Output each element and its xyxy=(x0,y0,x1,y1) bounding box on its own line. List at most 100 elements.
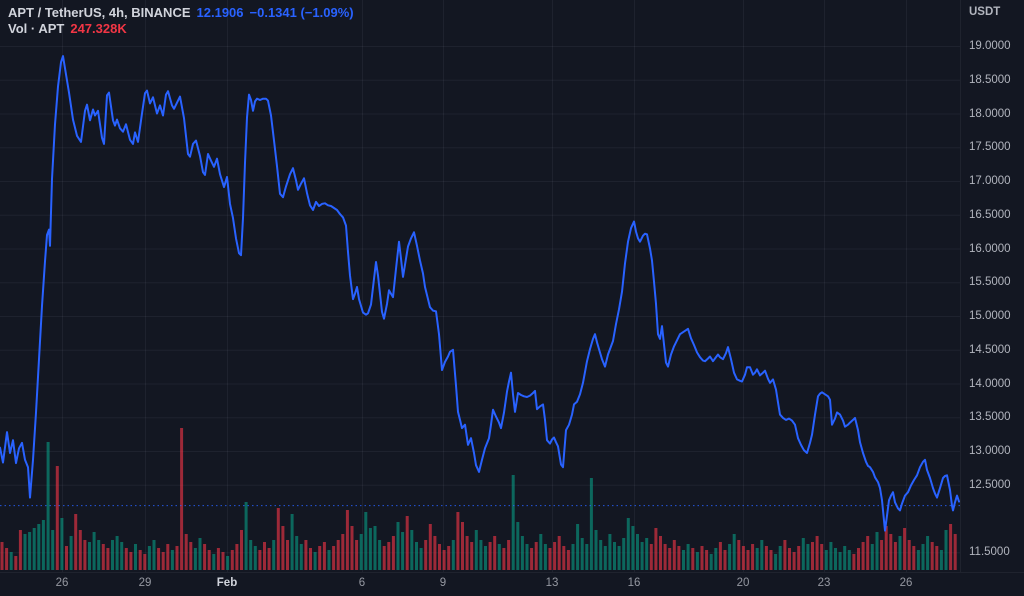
volume-bar xyxy=(576,524,580,570)
volume-bar xyxy=(212,554,216,570)
price-tick-label: 14.0000 xyxy=(969,377,1011,390)
volume-bar xyxy=(755,548,759,570)
volume-bar xyxy=(884,526,888,570)
volume-bar xyxy=(391,536,395,570)
volume-bar xyxy=(875,532,879,570)
price-tick-label: 17.0000 xyxy=(969,175,1011,187)
volume-bar xyxy=(345,510,349,570)
volume-bar xyxy=(60,518,64,570)
last-price-value: 12.1906 xyxy=(196,5,244,20)
volume-bar xyxy=(378,540,382,570)
volume-bar xyxy=(322,542,326,570)
volume-bar xyxy=(741,546,745,570)
volume-bar xyxy=(714,548,718,570)
volume-bar xyxy=(930,542,934,570)
volume-bar xyxy=(626,518,630,570)
volume-bar xyxy=(341,534,345,570)
price-tick-label: 13.0000 xyxy=(969,445,1011,457)
volume-bar xyxy=(636,534,639,570)
volume-bar xyxy=(672,540,676,570)
price-axis[interactable]: USDT 19.0000 18.5000 18.0000 17.5000 17.0000… xyxy=(960,0,1024,572)
volume-bar xyxy=(152,540,156,570)
volume-bar xyxy=(470,542,474,570)
volume-bar xyxy=(55,466,59,570)
volume-bar xyxy=(442,550,446,570)
volume-bar xyxy=(857,548,860,570)
volume-bar xyxy=(78,530,82,570)
volume-bar xyxy=(548,548,552,570)
volume-bar xyxy=(9,552,13,570)
volume-bar xyxy=(562,546,566,570)
time-tick-label: 13 xyxy=(545,577,559,589)
volume-bar xyxy=(769,550,773,570)
volume-bar xyxy=(88,542,91,570)
volume-bar xyxy=(111,540,114,570)
volume-bar xyxy=(677,546,681,570)
volume-bar xyxy=(516,522,520,570)
volume-bar xyxy=(631,526,635,570)
volume-bar xyxy=(14,556,18,570)
time-tick-label: 20 xyxy=(736,577,750,589)
time-tick-label: Feb xyxy=(216,577,238,589)
symbol-title[interactable]: APT / TetherUS, 4h, BINANCE xyxy=(8,5,191,20)
volume-bar xyxy=(387,542,391,570)
volume-bar xyxy=(493,536,497,570)
price-change-value: −0.1341 (−1.09%) xyxy=(249,5,354,20)
volume-bar xyxy=(898,536,902,570)
price-tick-label: 18.0000 xyxy=(969,107,1011,120)
volume-bar xyxy=(161,552,165,570)
volume-bar xyxy=(428,524,432,570)
volume-bar xyxy=(824,550,828,570)
volume-indicator-label[interactable]: Vol · APT xyxy=(8,21,65,36)
volume-bar xyxy=(465,536,469,570)
volume-bar xyxy=(737,540,741,570)
volume-bar xyxy=(184,534,188,570)
volume-bar xyxy=(41,520,45,570)
volume-bar xyxy=(659,536,662,570)
volume-bar xyxy=(203,544,207,570)
time-tick-label: 29 xyxy=(138,577,152,589)
volume-bar xyxy=(539,534,543,570)
volume-bar xyxy=(65,546,68,570)
volume-bar xyxy=(622,538,626,570)
volume-bar xyxy=(811,542,814,570)
volume-bar xyxy=(949,524,953,570)
time-axis[interactable]: 26 29 Feb 6 9 13 16 20 23 26 xyxy=(0,572,1024,596)
volume-bar xyxy=(249,540,253,570)
price-line-series[interactable] xyxy=(0,55,960,532)
volume-bar xyxy=(92,532,96,570)
volume-bar xyxy=(843,546,847,570)
volume-bar xyxy=(566,550,570,570)
volume-bar xyxy=(613,542,616,570)
volume-bar xyxy=(180,428,184,570)
volume-bar xyxy=(327,550,331,570)
volume-bar xyxy=(51,530,55,570)
volume-bar xyxy=(97,540,101,570)
volume-bar xyxy=(244,502,248,570)
volume-bar xyxy=(69,536,73,570)
volume-bar xyxy=(253,546,257,570)
volume-bar xyxy=(240,530,243,570)
time-tick-label: 16 xyxy=(627,577,641,589)
volume-bar xyxy=(935,546,939,570)
volume-bar xyxy=(193,548,197,570)
volume-bar xyxy=(484,546,487,570)
volume-bar xyxy=(663,544,667,570)
volume-bar xyxy=(235,544,239,570)
volume-bar xyxy=(106,548,110,570)
volume-bar xyxy=(364,512,368,570)
volume-bar xyxy=(705,550,709,570)
volume-bar xyxy=(405,516,409,570)
volume-bar xyxy=(23,534,27,570)
volume-bar xyxy=(838,552,842,570)
volume-bar xyxy=(695,552,699,570)
volume-bar xyxy=(461,522,464,570)
volume-bar xyxy=(944,530,948,570)
volume-bar xyxy=(617,546,621,570)
volume-bar xyxy=(115,536,119,570)
volume-bar xyxy=(903,528,907,570)
volume-bar xyxy=(834,548,837,570)
volume-bar xyxy=(355,540,359,570)
